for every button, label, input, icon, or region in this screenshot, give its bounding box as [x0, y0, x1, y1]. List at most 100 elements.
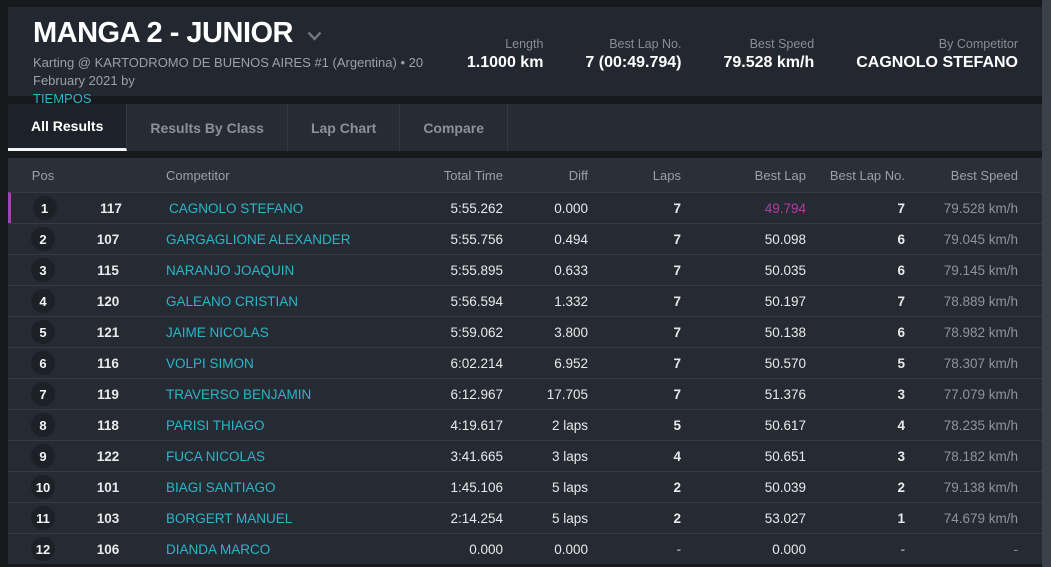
- results-page: MANGA 2 - JUNIOR Karting @ KARTODROMO DE…: [8, 7, 1042, 564]
- best-speed-cell: -: [1013, 541, 1019, 557]
- tab-compare[interactable]: Compare: [400, 104, 508, 151]
- table-row[interactable]: 11 103 BORGERT MANUEL 2:14.254 5 laps 2 …: [8, 502, 1042, 533]
- laps-cell: 7: [673, 293, 681, 309]
- session-dropdown[interactable]: MANGA 2 - JUNIOR: [33, 17, 467, 50]
- position-badge: 10: [31, 475, 55, 499]
- position-cell: 11: [8, 506, 78, 530]
- tab-label: Results By Class: [150, 119, 264, 136]
- best-lap-cell: 50.138: [764, 324, 806, 340]
- total-time-cell: 6:12.967: [450, 386, 503, 402]
- competitor-link[interactable]: PARISI THIAGO: [166, 417, 265, 433]
- tab-label: All Results: [31, 118, 104, 134]
- position-badge: 3: [31, 258, 55, 282]
- kart-number-cell: 115: [97, 262, 119, 278]
- table-row[interactable]: 2 107 GARGAGLIONE ALEXANDER 5:55.756 0.4…: [8, 223, 1042, 254]
- table-row[interactable]: 4 120 GALEANO CRISTIAN 5:56.594 1.332 7 …: [8, 285, 1042, 316]
- position-badge: 11: [31, 506, 55, 530]
- competitor-cell: BIAGI SANTIAGO: [138, 480, 393, 495]
- competitor-cell: VOLPI SIMON: [138, 356, 393, 371]
- laps-cell: 4: [673, 448, 681, 464]
- competitor-cell: GALEANO CRISTIAN: [138, 294, 393, 309]
- event-info: MANGA 2 - JUNIOR Karting @ KARTODROMO DE…: [33, 17, 467, 106]
- table-row[interactable]: 6 116 VOLPI SIMON 6:02.214 6.952 7 50.57…: [8, 347, 1042, 378]
- competitor-link[interactable]: GARGAGLIONE ALEXANDER: [166, 231, 351, 247]
- best-lap-cell: 50.039: [764, 479, 806, 495]
- stat-block: Length 1.1000 km: [467, 37, 544, 72]
- tab-lap-chart[interactable]: Lap Chart: [288, 104, 401, 151]
- table-row[interactable]: 8 118 PARISI THIAGO 4:19.617 2 laps 5 50…: [8, 409, 1042, 440]
- vertical-scrollbar[interactable]: [1042, 0, 1051, 567]
- competitor-cell: DIANDA MARCO: [138, 542, 393, 557]
- competitor-cell: JAIME NICOLAS: [138, 325, 393, 340]
- best-lap-cell: 49.794: [764, 200, 806, 216]
- best-lap-no-cell: 3: [897, 448, 905, 464]
- total-time-cell: 5:59.062: [450, 324, 503, 340]
- laps-cell: 7: [673, 231, 681, 247]
- position-badge: 7: [31, 382, 55, 406]
- best-lap-cell: 50.098: [764, 231, 806, 247]
- best-lap-no-cell: 6: [897, 231, 905, 247]
- best-speed-cell: 78.889 km/h: [943, 293, 1018, 309]
- competitor-link[interactable]: TRAVERSO BENJAMIN: [166, 386, 312, 402]
- event-header: MANGA 2 - JUNIOR Karting @ KARTODROMO DE…: [8, 7, 1042, 106]
- competitor-link[interactable]: JAIME NICOLAS: [166, 324, 269, 340]
- laps-cell: 7: [673, 200, 681, 216]
- best-lap-cell: 50.570: [764, 355, 806, 371]
- competitor-link[interactable]: BORGERT MANUEL: [166, 510, 293, 526]
- results-table: Pos Competitor Total Time Diff Laps Best…: [8, 158, 1042, 564]
- position-badge: 4: [31, 289, 55, 313]
- col-header-total-time: Total Time: [443, 167, 503, 183]
- competitor-cell: TRAVERSO BENJAMIN: [138, 387, 393, 402]
- best-speed-cell: 78.307 km/h: [943, 355, 1018, 371]
- tab-label: Compare: [423, 119, 484, 136]
- best-lap-no-cell: 7: [897, 293, 905, 309]
- competitor-link[interactable]: VOLPI SIMON: [166, 355, 254, 371]
- total-time-cell: 2:14.254: [450, 510, 503, 526]
- page-title: MANGA 2 - JUNIOR: [33, 17, 294, 49]
- best-lap-cell: 53.027: [764, 510, 806, 526]
- best-speed-cell: 77.079 km/h: [943, 386, 1018, 402]
- laps-cell: 5: [673, 417, 681, 433]
- col-header-competitor: Competitor: [166, 167, 230, 183]
- table-row[interactable]: 12 106 DIANDA MARCO 0.000 0.000 - 0.000 …: [8, 533, 1042, 564]
- competitor-link[interactable]: DIANDA MARCO: [166, 541, 271, 557]
- kart-number-cell: 116: [97, 355, 119, 371]
- table-row[interactable]: 10 101 BIAGI SANTIAGO 1:45.106 5 laps 2 …: [8, 471, 1042, 502]
- table-row[interactable]: 1 117 CAGNOLO STEFANO 5:55.262 0.000 7 4…: [8, 192, 1042, 223]
- best-lap-cell: 50.617: [764, 417, 806, 433]
- tab-results-by-class[interactable]: Results By Class: [127, 104, 288, 151]
- table-header-row: Pos Competitor Total Time Diff Laps Best…: [8, 158, 1042, 192]
- competitor-link[interactable]: CAGNOLO STEFANO: [169, 200, 304, 216]
- organizer-link[interactable]: TIEMPOS: [33, 91, 92, 106]
- col-header-best-lap: Best Lap: [754, 167, 806, 183]
- competitor-link[interactable]: BIAGI SANTIAGO: [166, 479, 276, 495]
- position-cell: 3: [8, 258, 78, 282]
- table-row[interactable]: 5 121 JAIME NICOLAS 5:59.062 3.800 7 50.…: [8, 316, 1042, 347]
- kart-number-cell: 107: [96, 231, 120, 247]
- chevron-down-icon[interactable]: [307, 28, 322, 46]
- position-badge: 6: [31, 351, 55, 375]
- position-badge: 9: [31, 444, 55, 468]
- competitor-cell: FUCA NICOLAS: [138, 449, 393, 464]
- best-speed-cell: 79.045 km/h: [943, 231, 1018, 247]
- table-row[interactable]: 9 122 FUCA NICOLAS 3:41.665 3 laps 4 50.…: [8, 440, 1042, 471]
- best-lap-cell: 50.197: [764, 293, 806, 309]
- best-lap-no-cell: 7: [897, 200, 905, 216]
- col-header-best-speed: Best Speed: [950, 167, 1018, 183]
- competitor-link[interactable]: GALEANO CRISTIAN: [166, 293, 299, 309]
- best-lap-cell: 51.376: [764, 386, 806, 402]
- kart-number-cell: 106: [96, 541, 120, 557]
- competitor-cell: PARISI THIAGO: [138, 418, 393, 433]
- tab-label: Lap Chart: [310, 119, 377, 136]
- total-time-cell: 5:56.594: [450, 293, 503, 309]
- competitor-link[interactable]: NARANJO JOAQUIN: [166, 262, 295, 278]
- stat-value: 7 (00:49.794): [585, 54, 682, 71]
- total-time-cell: 1:45.106: [450, 479, 503, 495]
- table-row[interactable]: 7 119 TRAVERSO BENJAMIN 6:12.967 17.705 …: [8, 378, 1042, 409]
- competitor-link[interactable]: FUCA NICOLAS: [166, 448, 266, 464]
- diff-cell: 17.705: [546, 386, 588, 402]
- best-speed-cell: 79.145 km/h: [943, 262, 1018, 278]
- laps-cell: 7: [673, 262, 681, 278]
- tab-all-results[interactable]: All Results: [8, 104, 128, 151]
- table-row[interactable]: 3 115 NARANJO JOAQUIN 5:55.895 0.633 7 5…: [8, 254, 1042, 285]
